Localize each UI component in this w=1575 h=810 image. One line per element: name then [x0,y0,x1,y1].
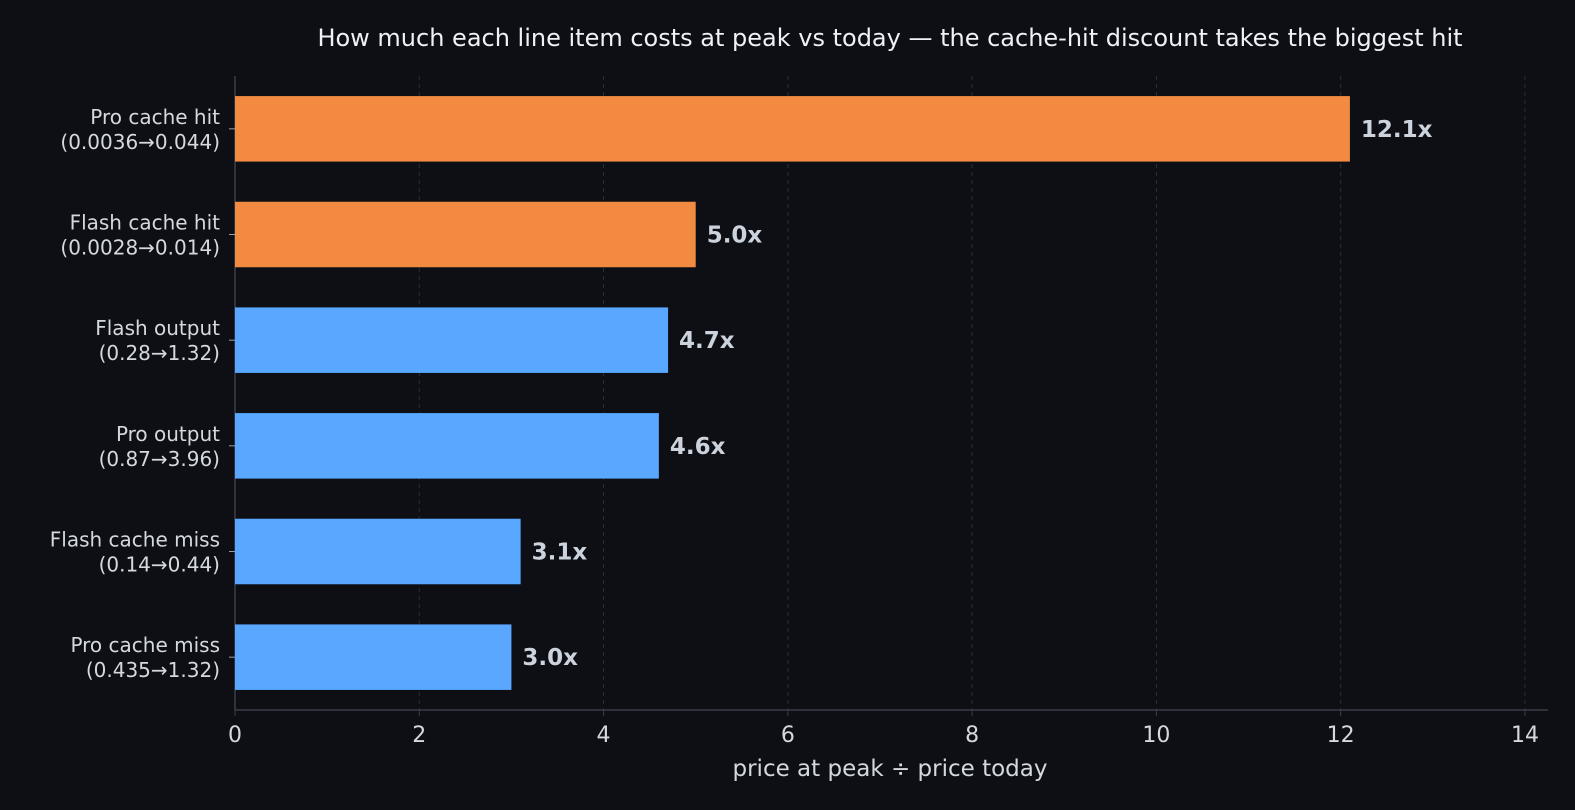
axis-layer: 0 2 4 6 8 10 12 14 [228,76,1548,748]
bar [235,96,1350,162]
category-label: Pro output (0.87→3.96) [99,422,221,471]
labels-layer: Pro cache hit (0.0036→0.044) 12.1x Flash ca… [50,105,1433,682]
category-name: Pro cache miss [70,633,220,657]
x-tick-label: 0 [228,723,242,748]
category-name: Pro cache hit [90,105,220,129]
category-name: Flash cache miss [50,528,220,552]
bar [235,518,521,585]
category-price-range: (0.28→1.32) [99,341,220,365]
category-name: Flash cache hit [70,211,221,235]
category-price-range: (0.435→1.32) [86,658,220,682]
category-price-range: (0.14→0.44) [99,553,220,577]
bar [235,307,669,373]
category-name: Pro output [116,422,220,446]
bars-layer [235,96,1350,690]
x-tick-label: 4 [597,723,611,748]
x-axis-label: price at peak ÷ price today [733,756,1048,782]
x-tick-label: 10 [1142,723,1170,748]
category-label: Flash output (0.28→1.32) [95,316,220,365]
category-label: Flash cache miss (0.14→0.44) [50,528,220,577]
category-price-range: (0.0028→0.014) [60,236,220,260]
category-name: Flash output [95,316,220,340]
x-tick-label: 2 [412,723,426,748]
x-tick-label: 12 [1327,723,1355,748]
category-price-range: (0.87→3.96) [99,447,220,471]
bar-value-label: 12.1x [1361,117,1433,143]
x-tick-label: 14 [1511,723,1539,748]
bar-value-label: 3.0x [522,645,578,671]
bar-value-label: 4.6x [670,434,726,460]
chart-title: How much each line item costs at peak vs… [317,24,1462,52]
bar [235,624,512,690]
x-tick-label: 8 [965,723,979,748]
category-price-range: (0.0036→0.044) [60,130,220,154]
bar [235,413,659,479]
bar-value-label: 4.7x [679,328,735,354]
grid-layer [418,76,1526,710]
category-label: Pro cache miss (0.435→1.32) [70,633,220,682]
category-label: Flash cache hit (0.0028→0.014) [60,211,220,260]
bar-value-label: 5.0x [707,223,763,249]
bar-value-label: 3.1x [532,540,588,566]
bar [235,201,696,268]
category-label: Pro cache hit (0.0036→0.044) [60,105,220,154]
x-tick-label: 6 [781,723,795,748]
